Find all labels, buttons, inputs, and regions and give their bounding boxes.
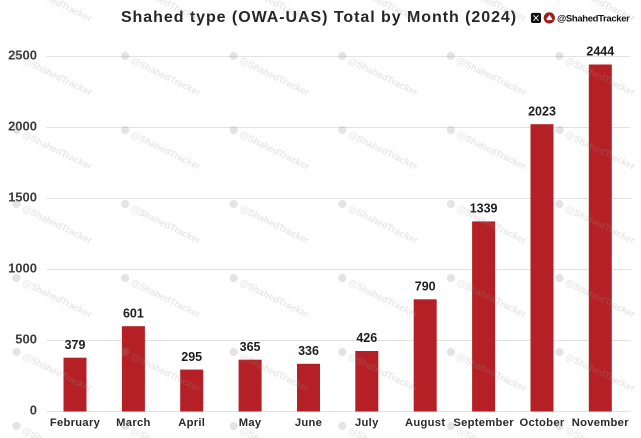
svg-text:April: April bbox=[178, 417, 205, 429]
svg-text:@ShahedTracker: @ShahedTracker bbox=[557, 13, 630, 24]
svg-text:790: 790 bbox=[415, 280, 436, 294]
svg-text:Shahed type (OWA-UAS) Total by: Shahed type (OWA-UAS) Total by Month (20… bbox=[121, 9, 517, 26]
svg-text:336: 336 bbox=[298, 344, 319, 358]
svg-text:365: 365 bbox=[240, 340, 261, 354]
svg-text:November: November bbox=[572, 417, 629, 429]
svg-text:1339: 1339 bbox=[470, 202, 498, 216]
svg-text:June: June bbox=[295, 417, 322, 429]
svg-text:September: September bbox=[453, 417, 514, 429]
svg-text:May: May bbox=[239, 417, 262, 429]
svg-text:2500: 2500 bbox=[8, 48, 37, 63]
svg-text:426: 426 bbox=[356, 331, 377, 345]
svg-text:1500: 1500 bbox=[8, 190, 37, 205]
svg-text:October: October bbox=[520, 417, 565, 429]
svg-text:August: August bbox=[405, 417, 445, 429]
svg-text:601: 601 bbox=[123, 306, 144, 320]
svg-text:1000: 1000 bbox=[8, 261, 37, 276]
svg-text:0: 0 bbox=[30, 403, 37, 418]
svg-text:295: 295 bbox=[181, 350, 202, 364]
svg-text:379: 379 bbox=[65, 338, 86, 352]
svg-text:2444: 2444 bbox=[586, 45, 614, 59]
svg-text:2000: 2000 bbox=[8, 119, 37, 134]
svg-text:2023: 2023 bbox=[528, 104, 556, 118]
svg-text:March: March bbox=[116, 417, 150, 429]
svg-text:February: February bbox=[50, 417, 101, 429]
svg-text:July: July bbox=[355, 417, 379, 429]
svg-text:500: 500 bbox=[15, 332, 37, 347]
